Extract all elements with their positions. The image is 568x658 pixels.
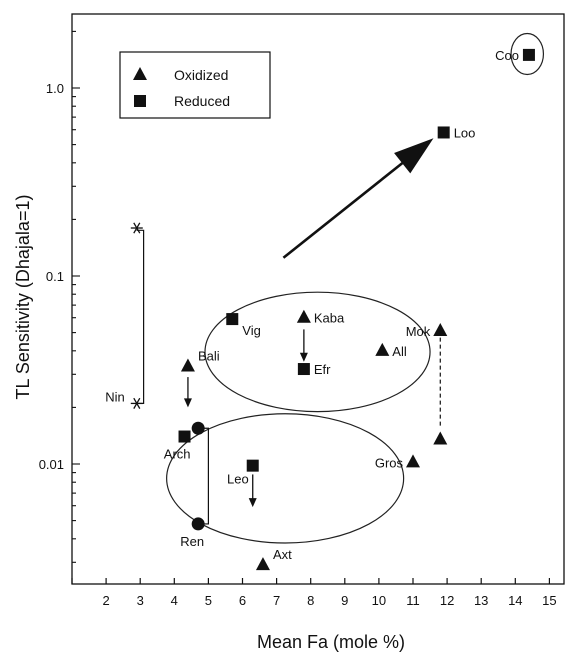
label-mok: Mok xyxy=(406,324,431,339)
data-points xyxy=(130,48,535,571)
y-tick-label-1.0: 1.0 xyxy=(46,81,64,96)
label-bali: Bali xyxy=(198,349,220,364)
group-ellipse-1 xyxy=(166,413,405,544)
label-kaba: Kaba xyxy=(314,311,345,326)
label-arch: Arch xyxy=(164,447,191,462)
legend: Oxidized Reduced xyxy=(119,51,271,119)
x-axis-title: Mean Fa (mole %) xyxy=(257,632,405,652)
label-leo: Leo xyxy=(227,472,249,487)
label-efr: Efr xyxy=(314,362,331,377)
group-ellipse-0 xyxy=(204,291,431,413)
x-tick-label-4: 4 xyxy=(171,593,178,608)
x-tick-label-7: 7 xyxy=(273,593,280,608)
x-tick-label-15: 15 xyxy=(542,593,556,608)
point-triangle-4 xyxy=(433,431,448,445)
point-square-0 xyxy=(226,313,239,326)
x-tick-label-10: 10 xyxy=(372,593,386,608)
x-tick-label-5: 5 xyxy=(205,593,212,608)
y-tick-label-0.01: 0.01 xyxy=(39,457,64,472)
x-tick-label-12: 12 xyxy=(440,593,454,608)
range-bracket-0 xyxy=(136,229,145,405)
point-square-4 xyxy=(437,126,450,139)
x-tick-label-13: 13 xyxy=(474,593,488,608)
point-triangle-5 xyxy=(406,454,420,468)
x-tick-label-8: 8 xyxy=(307,593,314,608)
label-ren: Ren xyxy=(180,534,204,549)
point-triangle-0 xyxy=(296,309,311,323)
x-tick-label-2: 2 xyxy=(102,593,109,608)
plot-frame xyxy=(71,13,565,585)
point-triangle-6 xyxy=(255,557,270,571)
label-all: All xyxy=(392,344,407,359)
point-square-5 xyxy=(522,48,535,61)
down-arrow-head-0 xyxy=(299,352,308,362)
label-loo: Loo xyxy=(454,125,476,140)
label-axt: Axt xyxy=(273,547,292,562)
group-ellipse-2 xyxy=(510,32,545,76)
legend-marker-square xyxy=(134,95,146,107)
point-square-3 xyxy=(246,459,259,472)
group-ellipses xyxy=(166,32,545,544)
y-axis-title: TL Sensitivity (Dhajala=1) xyxy=(13,195,33,400)
label-vig: Vig xyxy=(242,323,261,338)
point-asterisk-1 xyxy=(130,397,143,409)
label-nin: Nin xyxy=(105,389,125,404)
legend-label-square: Reduced xyxy=(174,93,230,109)
annotation-shapes xyxy=(136,138,441,525)
label-gros: Gros xyxy=(375,455,404,470)
trend-arrow-shaft xyxy=(282,159,407,259)
point-triangle-1 xyxy=(180,358,195,372)
point-square-1 xyxy=(297,363,310,376)
x-tick-label-11: 11 xyxy=(406,593,420,608)
point-square-2 xyxy=(178,430,191,443)
point-triangle-2 xyxy=(375,342,390,356)
x-tick-label-6: 6 xyxy=(239,593,246,608)
trend-arrow-head xyxy=(394,138,434,174)
label-coo: Coo xyxy=(495,48,519,63)
x-tick-label-9: 9 xyxy=(341,593,348,608)
point-triangle-3 xyxy=(433,322,448,336)
range-bracket-1 xyxy=(201,427,209,525)
down-arrow-head-1 xyxy=(183,398,192,408)
point-labels: Kaba Bali All Mok Gros Axt Vig Efr Arch Leo Loo Coo… xyxy=(105,48,519,562)
point-asterisk-0 xyxy=(130,222,143,234)
axis-ticks: 2 3 4 5 6 7 8 9 10 11 12 13 14 15 0.01 0.1 1.0 xyxy=(39,30,557,608)
x-tick-label-14: 14 xyxy=(508,593,522,608)
down-arrow-head-2 xyxy=(248,498,257,508)
y-tick-label-0.1: 0.1 xyxy=(46,269,64,284)
legend-marker-triangle xyxy=(133,67,147,80)
plot-border xyxy=(71,13,565,585)
point-circle-0 xyxy=(191,421,205,435)
legend-label-triangle: Oxidized xyxy=(174,67,228,83)
x-tick-label-3: 3 xyxy=(137,593,144,608)
point-circle-1 xyxy=(191,517,205,531)
